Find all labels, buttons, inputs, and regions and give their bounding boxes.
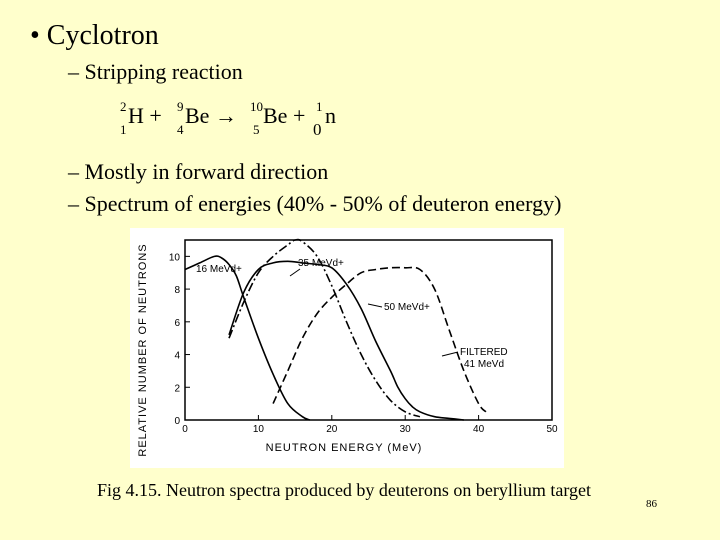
annotation-16mev: 16 MeVd+: [196, 264, 242, 275]
neutron-spectra-chart: 0 10 20 30 40 50 0 2 4 6 8 10 16 MeVd+ 35 MeVd+ 50 …: [137, 238, 558, 457]
annotation-41mev: 41 MeVd: [464, 359, 504, 370]
series-line-4: [228, 260, 464, 421]
n-mass-number: 1: [316, 99, 323, 114]
h-mass-number: 2: [120, 99, 127, 114]
sub-energy-spectrum: – Spectrum of energies (40% - 50% of deu…: [68, 191, 562, 216]
x-tick-label: 30: [400, 424, 412, 435]
annotation-leader-50mev: [367, 303, 383, 308]
x-tick-label: 0: [182, 424, 188, 435]
n-charge-number: 0: [313, 120, 322, 139]
be9-atomic-number: 4: [177, 122, 184, 137]
be9-symbol: Be →: [185, 103, 237, 128]
be10-symbol: Be +: [263, 103, 306, 128]
n-symbol: n: [325, 103, 336, 128]
x-axis-label: NEUTRON ENERGY (MeV): [266, 442, 423, 454]
be10-mass-number: 10: [250, 99, 263, 114]
annotation-50mev: 50 MeVd+: [384, 302, 430, 313]
chart-axes: [184, 239, 553, 421]
sub-forward-direction: – Mostly in forward direction: [68, 159, 329, 184]
series-line-1: [184, 255, 311, 421]
bullet-cyclotron: • Cyclotron: [30, 20, 159, 51]
x-tick-label: 20: [326, 424, 338, 435]
annotation-leader-35mev: [289, 268, 301, 277]
y-tick-label: 2: [174, 383, 180, 394]
chart-curves: [184, 238, 487, 421]
neutron-spectra-figure: 0 10 20 30 40 50 0 2 4 6 8 10 16 MeVd+ 35 MeVd+ 50 …: [130, 228, 564, 468]
plot-frame: [184, 239, 553, 421]
annotation-leader-filtered: [441, 351, 459, 357]
series-line-3: [272, 266, 487, 413]
y-tick-label: 6: [174, 318, 180, 329]
annotation-filtered: FILTERED: [460, 347, 508, 358]
h-atomic-number: 1: [120, 122, 127, 137]
chart-annotations: 16 MeVd+ 35 MeVd+ 50 MeVd+ FILTERED 41 M…: [196, 258, 508, 370]
annotation-35mev: 35 MeVd+: [298, 258, 344, 269]
be9-mass-number: 9: [177, 99, 184, 114]
x-tick-label: 40: [473, 424, 485, 435]
chart-ticks: 0 10 20 30 40 50 0 2 4 6 8 10: [169, 252, 558, 435]
page-number: 86: [646, 498, 657, 510]
figure-caption: Fig 4.15. Neutron spectra produced by de…: [97, 480, 592, 500]
y-axis-label: RELATIVE NUMBER OF NEUTRONS: [137, 243, 149, 456]
sub-stripping-reaction: – Stripping reaction: [68, 59, 243, 84]
y-tick-label: 4: [174, 351, 180, 362]
y-tick-label: 8: [174, 285, 180, 296]
y-tick-label: 0: [174, 416, 180, 427]
x-tick-label: 50: [546, 424, 558, 435]
y-tick-label: 10: [169, 252, 181, 263]
h-symbol: H +: [128, 103, 162, 128]
be10-atomic-number: 5: [253, 122, 260, 137]
x-tick-label: 10: [253, 424, 265, 435]
